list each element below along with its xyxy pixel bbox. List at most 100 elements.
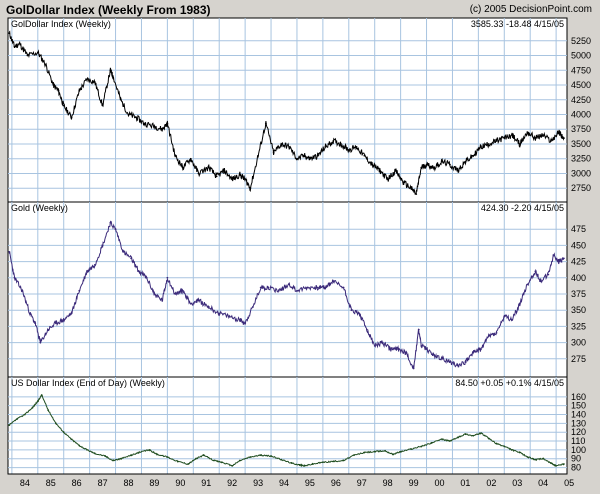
gold-data-point: [86, 270, 88, 273]
usd-data-point: [430, 441, 433, 444]
usd-data-point: [456, 436, 459, 439]
usd-data-point: [16, 418, 18, 420]
usd-data-point: [62, 431, 65, 434]
gold-ytick-label: 350: [571, 305, 586, 315]
goldollar-data-point: [288, 146, 291, 148]
goldollar-data-point: [386, 178, 389, 181]
usd-data-point: [104, 455, 107, 457]
goldollar-data-point: [448, 163, 451, 166]
goldollar-ytick-label: 3000: [571, 168, 591, 178]
usd-data-point: [23, 413, 26, 416]
usd-data-point: [550, 462, 552, 465]
goldollar-data-point: [70, 116, 73, 119]
usd-panel-stats: 84.50 +0.05 +0.1% 4/15/05: [455, 378, 564, 388]
usd-data-point: [311, 463, 314, 465]
gold-data-point: [189, 302, 192, 305]
gold-ytick-label: 475: [571, 224, 586, 234]
goldollar-data-point: [433, 166, 436, 169]
goldollar-data-point: [166, 122, 169, 125]
gold-data-point: [34, 322, 37, 325]
goldollar-data-point: [472, 154, 475, 157]
gold-data-point: [288, 283, 291, 286]
usd-data-point: [526, 456, 529, 458]
goldollar-panel-stats: 3585.33 -18.48 4/15/05: [471, 19, 564, 29]
x-tick-label: 93: [253, 478, 263, 488]
gold-data-point: [366, 328, 368, 331]
goldollar-data-point: [363, 154, 366, 157]
goldollar-ytick-label: 3750: [571, 124, 591, 134]
gold-data-point: [114, 228, 117, 231]
goldollar-data-point: [57, 90, 60, 92]
goldollar-data-point: [62, 104, 65, 107]
goldollar-data-point: [239, 173, 241, 176]
gold-data-point: [218, 312, 221, 315]
goldollar-data-point: [101, 104, 104, 107]
goldollar-ytick-label: 5000: [571, 51, 591, 61]
gold-data-point: [417, 328, 420, 331]
gold-data-point: [381, 341, 384, 344]
gold-ytick-label: 425: [571, 257, 586, 267]
goldollar-data-point: [18, 42, 21, 45]
goldollar-data-point: [223, 169, 226, 172]
goldollar-data-point: [244, 178, 247, 181]
usd-ytick-label: 150: [571, 401, 586, 411]
gold-data-point: [153, 293, 156, 295]
goldollar-data-point: [249, 187, 252, 190]
usd-ytick-label: 130: [571, 418, 586, 428]
usd-ytick-label: 100: [571, 445, 586, 455]
usd-data-point: [40, 394, 43, 396]
gold-data-point: [404, 351, 407, 354]
usd-data-point: [410, 448, 412, 450]
goldollar-data-point: [332, 140, 335, 142]
x-tick-label: 92: [227, 478, 237, 488]
usd-data-point: [290, 462, 293, 465]
usd-ytick-label: 140: [571, 410, 586, 420]
goldollar-data-point: [8, 32, 11, 35]
usd-data-point: [441, 438, 443, 441]
usd-data-point: [47, 409, 50, 412]
x-tick-label: 85: [46, 478, 56, 488]
goldollar-data-point: [550, 140, 552, 142]
x-tick-label: 86: [72, 478, 82, 488]
goldollar-data-point: [316, 154, 319, 157]
usd-data-point: [464, 433, 467, 435]
gold-data-point: [316, 286, 319, 289]
gold-data-point: [547, 273, 550, 276]
usd-data-point: [137, 451, 140, 454]
goldollar-data-point: [13, 45, 16, 48]
copyright-notice: (c) 2005 DecisionPoint.com: [469, 4, 592, 15]
usd-data-point: [70, 438, 73, 441]
usd-data-point: [562, 463, 565, 465]
gold-data-point: [47, 328, 50, 331]
usd-ytick-label: 90: [571, 454, 581, 464]
goldollar-data-point: [378, 169, 381, 172]
gold-data-point: [70, 312, 73, 315]
gold-data-point: [228, 315, 231, 318]
usd-data-point: [420, 445, 423, 448]
gold-data-point: [21, 289, 24, 292]
goldollar-ytick-label: 4250: [571, 95, 591, 105]
gold-ytick-label: 325: [571, 321, 586, 331]
goldollar-data-point: [495, 140, 498, 142]
gold-data-point: [55, 322, 57, 325]
goldollar-data-point: [518, 143, 521, 145]
goldollar-data-point: [526, 131, 529, 134]
gold-data-point: [93, 263, 96, 266]
usd-data-point: [36, 400, 39, 403]
usd-data-point: [321, 461, 324, 464]
goldollar-data-point: [280, 143, 283, 145]
x-tick-label: 88: [123, 478, 133, 488]
usd-data-point: [239, 459, 241, 462]
gold-series-line: [8, 220, 565, 370]
goldollar-data-point: [52, 84, 55, 86]
usd-data-point: [194, 457, 197, 460]
goldollar-data-point: [135, 116, 138, 119]
gold-data-point: [145, 276, 148, 279]
usd-data-point: [156, 453, 158, 456]
usd-ytick-label: 110: [571, 436, 585, 446]
gold-panel-title: Gold (Weekly): [11, 203, 68, 213]
goldollar-data-point: [112, 75, 114, 78]
usd-data-point: [176, 460, 179, 463]
goldollar-data-point: [542, 134, 545, 137]
gold-data-point: [539, 280, 542, 282]
